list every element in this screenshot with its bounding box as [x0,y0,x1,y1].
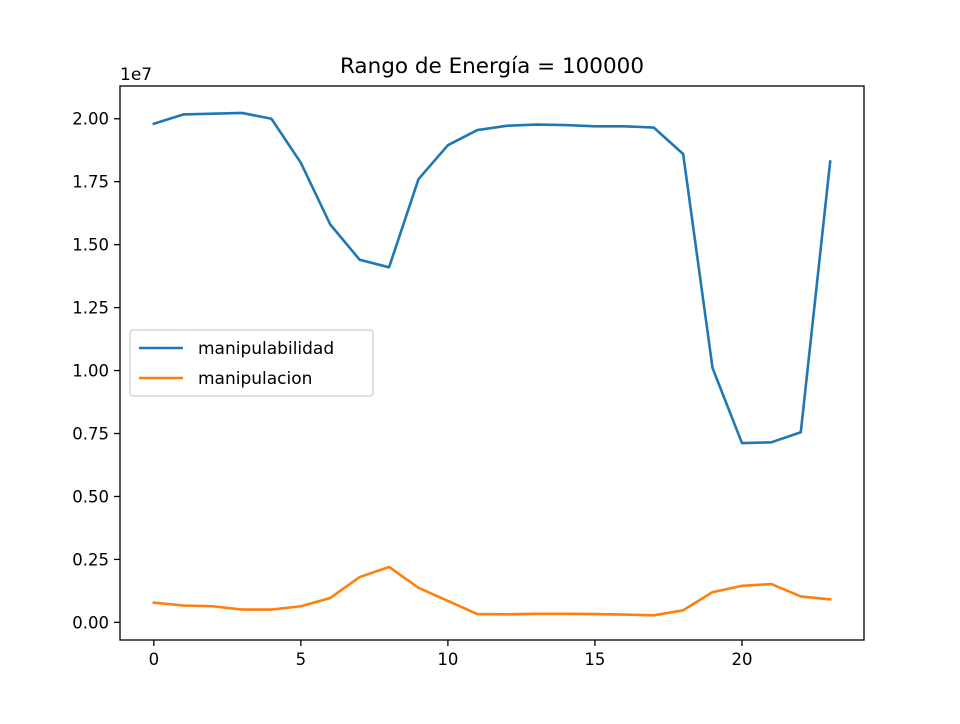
y-tick-label: 1.25 [72,299,109,318]
y-tick-label: 1.50 [72,236,109,255]
legend-label: manipulacion [198,369,312,389]
y-tick-label: 0.75 [72,425,109,444]
chart-title: Rango de Energía = 100000 [340,54,644,79]
series-line-1 [152,565,832,617]
y-tick-label: 1.00 [72,362,109,381]
legend-box [129,329,374,397]
plot-frame [119,85,865,641]
x-tick-label: 15 [584,650,605,669]
y-tick-label: 1.75 [72,173,109,192]
legend-label: manipulabilidad [198,339,334,359]
y-axis-offset-label: 1e7 [120,65,152,85]
y-tick-label: 2.00 [72,110,109,129]
y-tick-label: 0.50 [72,487,109,506]
x-tick-label: 5 [296,650,307,669]
series-line-0 [152,111,832,445]
y-tick-label: 0.00 [72,613,109,632]
x-tick-label: 10 [437,650,458,669]
y-tick-label: 0.25 [72,550,109,569]
x-tick-label: 0 [149,650,160,669]
x-tick-label: 20 [731,650,752,669]
